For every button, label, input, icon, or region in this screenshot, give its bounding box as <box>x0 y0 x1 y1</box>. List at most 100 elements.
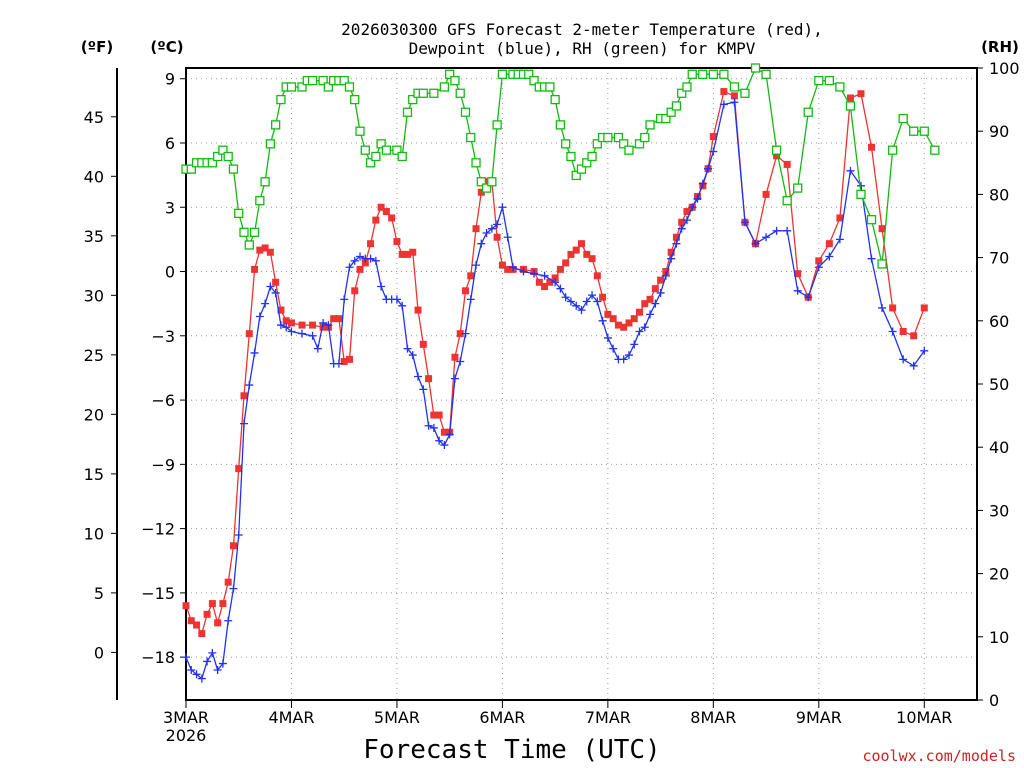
temperature-point <box>899 328 907 336</box>
dewpoint-point <box>377 282 386 291</box>
fahrenheit-tick-label: 15 <box>84 465 104 484</box>
rh-point <box>339 75 349 86</box>
celsius-tick-label: −15 <box>141 584 175 603</box>
dewpoint-point <box>319 318 328 327</box>
fahrenheit-tick-label: 45 <box>84 108 104 127</box>
rh-tick-label: 10 <box>989 628 1009 647</box>
rh-point <box>671 101 682 111</box>
rh-point <box>814 75 824 86</box>
rh-point <box>613 132 624 143</box>
rh-point <box>524 69 534 79</box>
rh-point <box>307 75 318 86</box>
temperature-point <box>878 225 886 233</box>
temperature-point <box>815 257 823 265</box>
rh-point <box>661 113 671 124</box>
rh-point <box>223 151 233 162</box>
rh-point <box>392 145 402 155</box>
rh-point <box>318 75 328 86</box>
rh-point <box>645 120 655 130</box>
rh-point <box>582 158 592 168</box>
temperature-point <box>235 465 243 473</box>
temperature-point <box>625 319 633 327</box>
rh-tick-label: 40 <box>989 438 1009 457</box>
x-tick-label: 6MAR <box>479 708 525 727</box>
dewpoint-point <box>440 441 449 450</box>
dewpoint-point <box>340 295 349 304</box>
rh-point <box>344 82 355 92</box>
dewpoint-point <box>635 327 644 336</box>
temperature-point <box>245 330 253 338</box>
dewpoint-point <box>783 226 792 235</box>
rh-point <box>729 82 740 92</box>
temperature-point <box>868 143 876 151</box>
temperature-point <box>382 208 390 216</box>
rh-point <box>439 82 450 92</box>
dewpoint-point <box>461 329 470 338</box>
rh-point <box>297 82 307 92</box>
dewpoint-point <box>561 293 570 302</box>
temperature-point <box>456 330 464 338</box>
rh-point <box>249 227 260 237</box>
dewpoint-point <box>920 346 929 355</box>
fahrenheit-tick-label: 10 <box>84 524 104 543</box>
dewpoint-point <box>693 194 702 203</box>
rh-point <box>476 177 486 187</box>
fahrenheit-unit-label: (ºF) <box>81 38 113 56</box>
rh-point <box>323 82 334 92</box>
rh-point <box>529 75 539 86</box>
dewpoint-point <box>371 256 380 265</box>
rh-point <box>371 151 381 162</box>
dewpoint-point <box>208 648 217 657</box>
temperature-point <box>567 250 575 258</box>
celsius-tick-label: −3 <box>151 327 175 346</box>
dewpoint-point <box>630 340 639 349</box>
temperature-point <box>551 274 559 282</box>
dewpoint-point <box>566 297 575 306</box>
rh-point <box>866 215 877 225</box>
fahrenheit-tick-label: 40 <box>84 167 104 186</box>
rh-point <box>408 94 418 105</box>
celsius-tick-label: 9 <box>165 70 175 89</box>
dewpoint-point <box>793 286 802 295</box>
temperature-point <box>477 188 485 196</box>
chart-title-line1: 2026030300 GFS Forecast 2-meter Temperat… <box>341 20 823 39</box>
rh-point <box>603 132 613 143</box>
dewpoint-point <box>688 203 697 212</box>
rh-point <box>824 75 834 86</box>
dewpoint-point <box>482 228 491 237</box>
rh-point <box>481 183 492 193</box>
rh-point <box>587 151 597 162</box>
rh-point <box>571 170 581 181</box>
temperature-point <box>467 272 475 280</box>
temperature-point <box>546 278 554 286</box>
rh-point <box>497 69 508 79</box>
dewpoint-point <box>846 166 855 175</box>
temperature-point <box>636 308 644 316</box>
rh-point <box>566 151 576 162</box>
dewpoint-point <box>414 372 423 381</box>
dewpoint-point <box>255 312 264 321</box>
temperature-point <box>282 317 290 325</box>
rh-tick-label: 90 <box>989 122 1009 141</box>
rh-point <box>445 69 455 79</box>
x-tick-label: 8MAR <box>690 708 736 727</box>
rh-point <box>270 120 281 130</box>
dewpoint-point <box>245 381 254 390</box>
dewpoint-point <box>508 263 517 272</box>
rh-unit-label: (RH) <box>981 38 1019 56</box>
temperature-point <box>646 295 654 303</box>
dewpoint-point <box>619 355 628 364</box>
temperature-point <box>219 600 227 608</box>
dewpoint-point <box>261 299 270 308</box>
dewpoint-point <box>577 306 586 315</box>
temperature-point <box>773 152 781 160</box>
dewpoint-point <box>366 254 375 263</box>
dewpoint-point <box>435 436 444 445</box>
celsius-tick-label: 0 <box>165 263 175 282</box>
rh-point <box>207 158 218 168</box>
dewpoint-point <box>271 288 280 297</box>
temperature-point <box>578 240 585 248</box>
dewpoint-point <box>218 659 227 668</box>
rh-tick-label: 50 <box>989 375 1009 394</box>
rh-point <box>397 151 407 162</box>
